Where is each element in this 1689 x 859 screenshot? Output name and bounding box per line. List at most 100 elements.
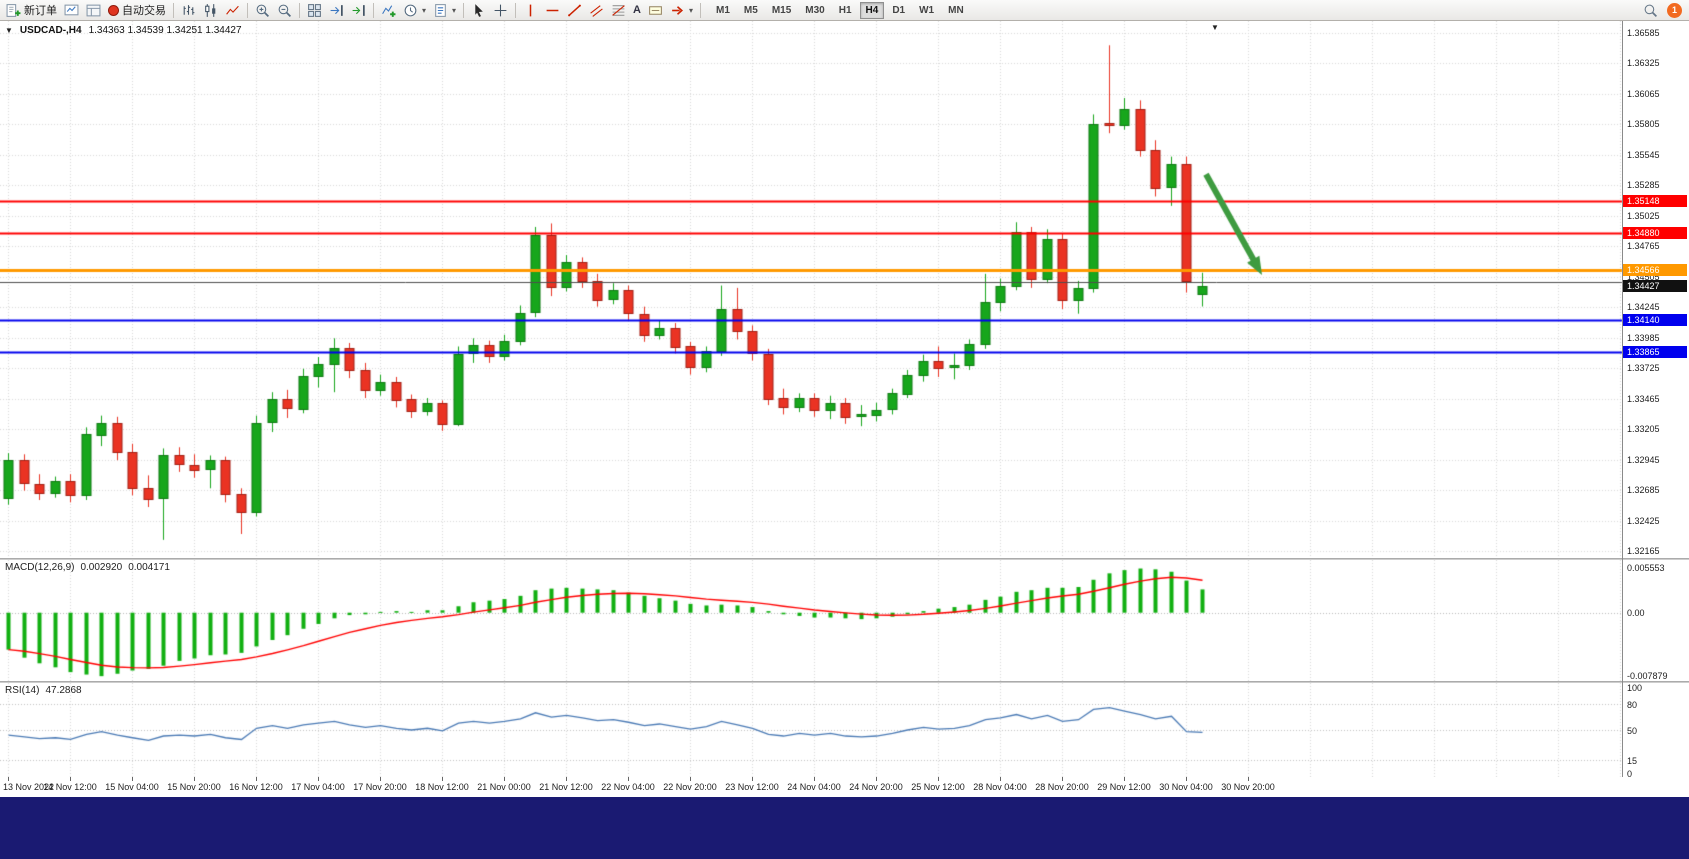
cursor-icon [475, 3, 483, 17]
macd-panel-canvas[interactable] [0, 560, 1689, 681]
autotrading-label: 自动交易 [122, 5, 166, 17]
data-window-icon [86, 4, 101, 16]
timeframe-button-h4[interactable]: H4 [859, 1, 885, 19]
time-axis-label: 25 Nov 12:00 [911, 782, 965, 792]
symbol-period-label: USDCAD-,H4 [19, 25, 82, 36]
chart-title: ▼ USDCAD-,H4 1.34363 1.34539 1.34251 1.3… [5, 25, 242, 36]
new-order-button[interactable]: 新订单 [3, 1, 60, 20]
tile-windows-icon [308, 3, 321, 17]
time-tick [256, 777, 257, 781]
time-axis-label: 21 Nov 00:00 [477, 782, 531, 792]
text-button[interactable]: A [630, 1, 644, 20]
vertical-line-button[interactable] [520, 1, 541, 20]
tile-windows-button[interactable] [304, 1, 325, 20]
toolbar-separator [700, 2, 701, 18]
indicators-button[interactable] [378, 1, 399, 20]
time-axis-label: 28 Nov 20:00 [1035, 782, 1089, 792]
autotrading-button[interactable]: 自动交易 [105, 1, 169, 20]
price-axis-border [1622, 21, 1623, 797]
time-tick [504, 777, 505, 781]
trendline-button[interactable] [564, 1, 585, 20]
timeframe-button-m5[interactable]: M5 [743, 4, 758, 16]
timeframe-button-h1[interactable]: H1 [838, 4, 852, 16]
search-button[interactable] [1640, 1, 1661, 20]
time-tick [938, 777, 939, 781]
time-tick [814, 777, 815, 781]
timeframe-button-m15[interactable]: M15 [771, 4, 792, 16]
time-tick [194, 777, 195, 781]
bottom-strip [0, 797, 1689, 859]
time-tick [628, 777, 629, 781]
time-axis-label: 15 Nov 20:00 [167, 782, 221, 792]
time-axis-label: 23 Nov 12:00 [725, 782, 779, 792]
chart-shift-icon [352, 4, 365, 16]
arrows-button[interactable]: ▾ [667, 1, 696, 20]
equidistant-channel-button[interactable] [586, 1, 607, 20]
time-axis-label: 18 Nov 12:00 [415, 782, 469, 792]
search-icon [1644, 4, 1657, 17]
time-axis[interactable]: 13 Nov 2022 14 Nov 12:00 15 Nov 04:00 15 No… [0, 777, 1689, 797]
time-axis-label: 28 Nov 04:00 [973, 782, 1027, 792]
auto-scroll-button[interactable] [326, 1, 347, 20]
horizontal-line-button[interactable] [542, 1, 563, 20]
periods-button[interactable]: ▾ [400, 1, 429, 20]
time-axis-label: 17 Nov 20:00 [353, 782, 407, 792]
chart-shift-button[interactable] [348, 1, 369, 20]
fibonacci-button[interactable] [608, 1, 629, 20]
macd-main-value: 0.002920 [80, 562, 123, 573]
macd-indicator-label: MACD(12,26,9) 0.002920 0.004171 [5, 562, 170, 573]
time-axis-label: 15 Nov 04:00 [105, 782, 159, 792]
bar-chart-button[interactable] [178, 1, 199, 20]
notification-badge[interactable]: 1 [1667, 2, 1682, 18]
new-chart-icon [64, 4, 79, 15]
timeframe-button-w1[interactable]: W1 [919, 4, 935, 16]
templates-button[interactable]: ▾ [430, 1, 459, 20]
time-axis-label: 24 Nov 04:00 [787, 782, 841, 792]
chevron-down-icon: ▾ [422, 5, 427, 15]
new-order-icon [6, 3, 21, 17]
one-click-trading-icon[interactable]: ▼ [5, 26, 13, 35]
time-axis-label: 24 Nov 20:00 [849, 782, 903, 792]
trendline-icon [568, 4, 581, 16]
timeframe-button-m1[interactable]: M1 [716, 4, 730, 16]
toolbar-separator [515, 2, 517, 18]
text-label-button[interactable] [645, 1, 666, 20]
time-axis-label: 17 Nov 04:00 [291, 782, 345, 792]
rsi-panel-canvas[interactable] [0, 683, 1689, 777]
fibonacci-icon [612, 4, 625, 16]
crosshair-button[interactable] [490, 1, 511, 20]
rsi-value: 47.2868 [45, 685, 82, 696]
time-tick [1186, 777, 1187, 781]
price-chart-canvas[interactable] [0, 21, 1689, 558]
timeframe-toolbar: M1 M5 M15 M30 H1 H4 D1 W1 MN [709, 1, 971, 19]
toolbar-separator [173, 2, 174, 18]
timeframe-button-m30[interactable]: M30 [805, 4, 825, 16]
timeframe-button-mn[interactable]: MN [948, 4, 964, 16]
shift-marker-icon[interactable]: ▼ [1211, 23, 1219, 32]
panel-splitter[interactable] [0, 558, 1689, 560]
time-tick [690, 777, 691, 781]
horizontal-line-icon [546, 9, 559, 11]
time-tick [380, 777, 381, 781]
zoom-out-button[interactable] [274, 1, 295, 20]
candlestick-chart-button[interactable] [200, 1, 221, 20]
time-axis-label: 16 Nov 12:00 [229, 782, 283, 792]
panel-splitter[interactable] [0, 681, 1689, 683]
data-window-button[interactable] [83, 1, 104, 20]
template-icon [435, 3, 446, 17]
timeframe-button-d1[interactable]: D1 [892, 4, 906, 16]
clock-icon [404, 4, 417, 16]
line-chart-button[interactable] [222, 1, 243, 20]
chevron-down-icon: ▾ [688, 5, 693, 15]
zoom-in-button[interactable] [252, 1, 273, 20]
toolbar-separator [463, 2, 465, 18]
time-tick [1248, 777, 1249, 781]
cursor-button[interactable] [468, 1, 489, 20]
time-tick [318, 777, 319, 781]
time-tick [1062, 777, 1063, 781]
new-chart-button[interactable] [61, 1, 82, 20]
chevron-down-icon: ▾ [452, 5, 457, 15]
autotrading-status-icon [108, 4, 119, 16]
time-axis-label: 13 Nov 2022 [3, 782, 55, 792]
